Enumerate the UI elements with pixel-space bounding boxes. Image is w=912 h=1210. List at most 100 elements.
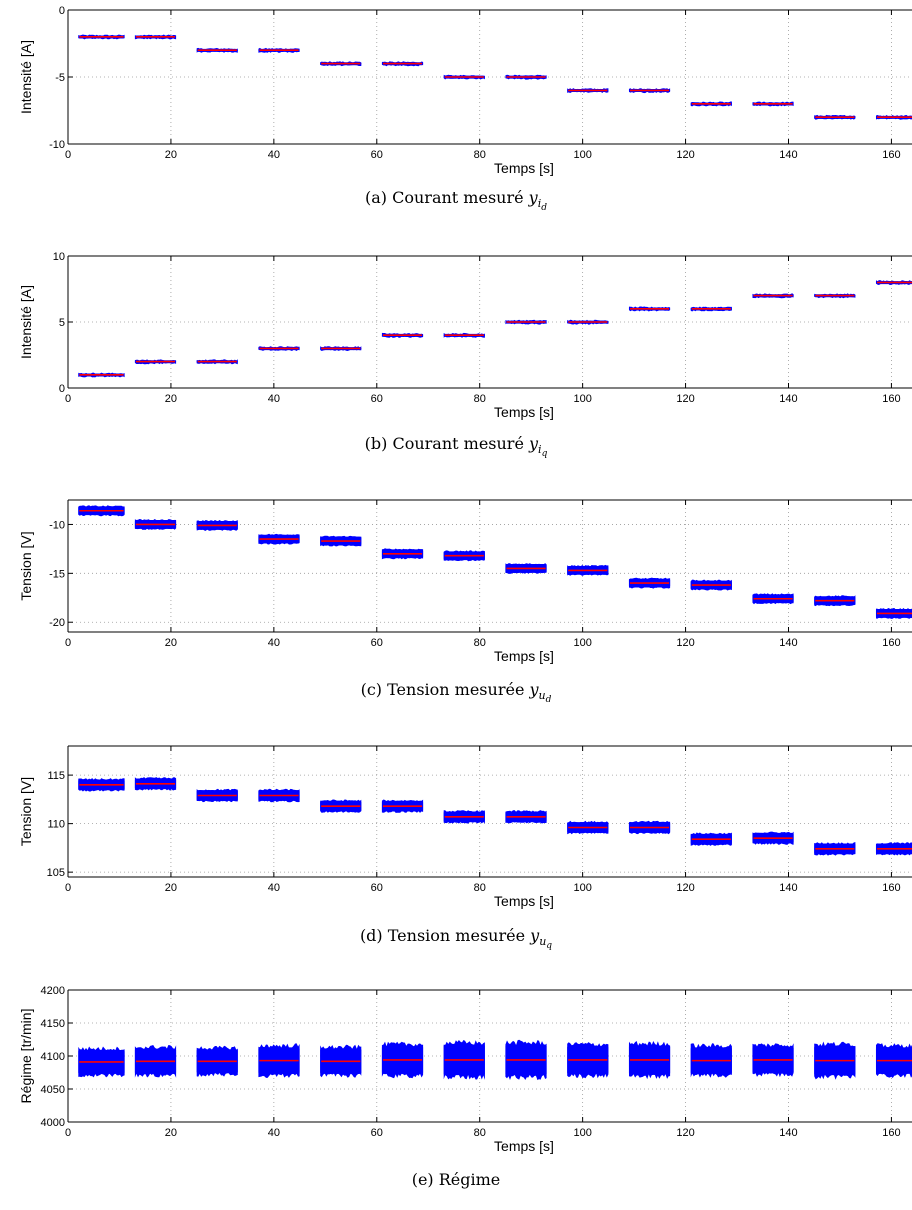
x-tick-label: 140 [779, 882, 797, 894]
data-layer [78, 777, 912, 856]
x-tick-label: 60 [371, 882, 383, 894]
y-axis-label: Régime [tr/min] [18, 1009, 34, 1104]
y-tick-label: 4000 [41, 1117, 65, 1129]
x-tick-label: 0 [65, 1127, 71, 1139]
caption-subsubscript: q [541, 449, 548, 460]
y-tick-label: 0 [59, 5, 65, 17]
x-tick-label: 40 [268, 149, 280, 161]
x-tick-label: 160 [882, 637, 900, 649]
y-tick-label: -20 [49, 617, 65, 629]
x-tick-label: 100 [573, 149, 591, 161]
caption-1: (b) Courant mesuré yiq [0, 434, 912, 459]
caption-text: (c) Tension mesurée [360, 680, 530, 699]
chart-1: 0 20 40 60 80 100 120 140 160 0 5 10 Temps [s] Intens… [18, 251, 912, 420]
x-tick-label: 160 [882, 149, 900, 161]
x-tick-label: 80 [474, 1127, 486, 1139]
chart-3: 0 20 40 60 80 100 120 140 160 105 110 115 Temps [s] T… [18, 745, 912, 909]
x-tick-label: 60 [371, 1127, 383, 1139]
x-tick-label: 0 [65, 882, 71, 894]
x-tick-label: 80 [474, 393, 486, 405]
y-axis-label: Intensité [A] [18, 285, 34, 359]
y-tick-label: -15 [49, 568, 65, 580]
y-axis-label: Tension [V] [18, 531, 34, 600]
caption-text: (b) Courant mesuré [364, 434, 529, 453]
x-tick-label: 140 [779, 1127, 797, 1139]
caption-2: (c) Tension mesurée yud [0, 680, 912, 705]
x-tick-label: 100 [573, 393, 591, 405]
x-tick-label: 160 [882, 393, 900, 405]
plot-area [68, 746, 912, 877]
caption-subsubscript: d [541, 203, 547, 214]
caption-3: (d) Tension mesurée yuq [0, 926, 912, 951]
y-axis-label: Tension [V] [18, 777, 34, 846]
x-tick-label: 140 [779, 637, 797, 649]
y-tick-label: 115 [47, 770, 65, 782]
chart-0: 0 20 40 60 80 100 120 140 160 -10 -5 0 Temps [s] Inte… [18, 5, 912, 176]
y-tick-label: -10 [49, 519, 65, 531]
x-tick-label: 60 [371, 637, 383, 649]
x-axis-label: Temps [s] [494, 893, 554, 909]
x-tick-label: 0 [65, 393, 71, 405]
x-tick-label: 140 [779, 149, 797, 161]
x-tick-label: 20 [165, 882, 177, 894]
x-tick-label: 60 [371, 149, 383, 161]
x-tick-label: 20 [165, 637, 177, 649]
caption-text: (a) Courant mesuré [365, 188, 529, 207]
y-tick-label: 4050 [41, 1084, 65, 1096]
y-axis-label: Intensité [A] [18, 40, 34, 114]
data-layer [78, 34, 912, 120]
chart-2: 0 20 40 60 80 100 120 140 160 -20 -15 -10 Temps [s] T… [18, 499, 912, 664]
caption-variable: yiq [529, 434, 548, 460]
x-tick-label: 120 [676, 882, 694, 894]
data-layer [78, 280, 912, 378]
data-layer [78, 505, 912, 619]
x-tick-label: 0 [65, 149, 71, 161]
plot-area [68, 256, 912, 388]
y-tick-label: 5 [59, 317, 65, 329]
y-tick-label: 10 [53, 251, 65, 263]
caption-text: (d) Tension mesurée [359, 926, 531, 945]
x-tick-label: 160 [882, 1127, 900, 1139]
x-tick-label: 120 [676, 393, 694, 405]
x-tick-label: 40 [268, 393, 280, 405]
caption-subsubscript: d [545, 695, 552, 706]
x-tick-label: 160 [882, 882, 900, 894]
plot-area [68, 500, 912, 632]
x-tick-label: 120 [676, 1127, 694, 1139]
caption-subsubscript: q [546, 941, 553, 952]
caption-subscript: id [537, 197, 547, 214]
x-tick-label: 40 [268, 637, 280, 649]
plot-area [68, 10, 912, 144]
caption-subscript: uq [539, 935, 553, 952]
caption-0: (a) Courant mesuré yid [0, 188, 912, 213]
y-tick-label: -5 [55, 72, 65, 84]
y-tick-label: 4200 [41, 985, 65, 997]
x-tick-label: 80 [474, 149, 486, 161]
x-tick-label: 140 [779, 393, 797, 405]
x-tick-label: 80 [474, 882, 486, 894]
y-tick-label: 0 [59, 383, 65, 395]
x-tick-label: 40 [268, 1127, 280, 1139]
caption-4: (e) Régime [0, 1170, 912, 1189]
y-tick-label: 4150 [41, 1018, 65, 1030]
caption-text: (e) Régime [411, 1170, 501, 1189]
x-tick-label: 20 [165, 1127, 177, 1139]
caption-variable: yid [528, 188, 547, 214]
caption-variable: yuq [530, 926, 553, 952]
y-tick-label: -10 [49, 139, 65, 151]
x-tick-label: 60 [371, 393, 383, 405]
x-axis-label: Temps [s] [494, 1138, 554, 1154]
x-tick-label: 80 [474, 637, 486, 649]
x-tick-label: 120 [676, 149, 694, 161]
x-tick-label: 20 [165, 149, 177, 161]
y-tick-label: 105 [47, 867, 65, 879]
caption-variable: yud [529, 680, 552, 706]
y-tick-label: 110 [47, 819, 65, 831]
x-tick-label: 20 [165, 393, 177, 405]
x-axis-label: Temps [s] [494, 160, 554, 176]
x-tick-label: 120 [676, 637, 694, 649]
x-tick-label: 40 [268, 882, 280, 894]
x-axis-label: Temps [s] [494, 404, 554, 420]
x-tick-label: 0 [65, 637, 71, 649]
x-tick-label: 100 [573, 637, 591, 649]
